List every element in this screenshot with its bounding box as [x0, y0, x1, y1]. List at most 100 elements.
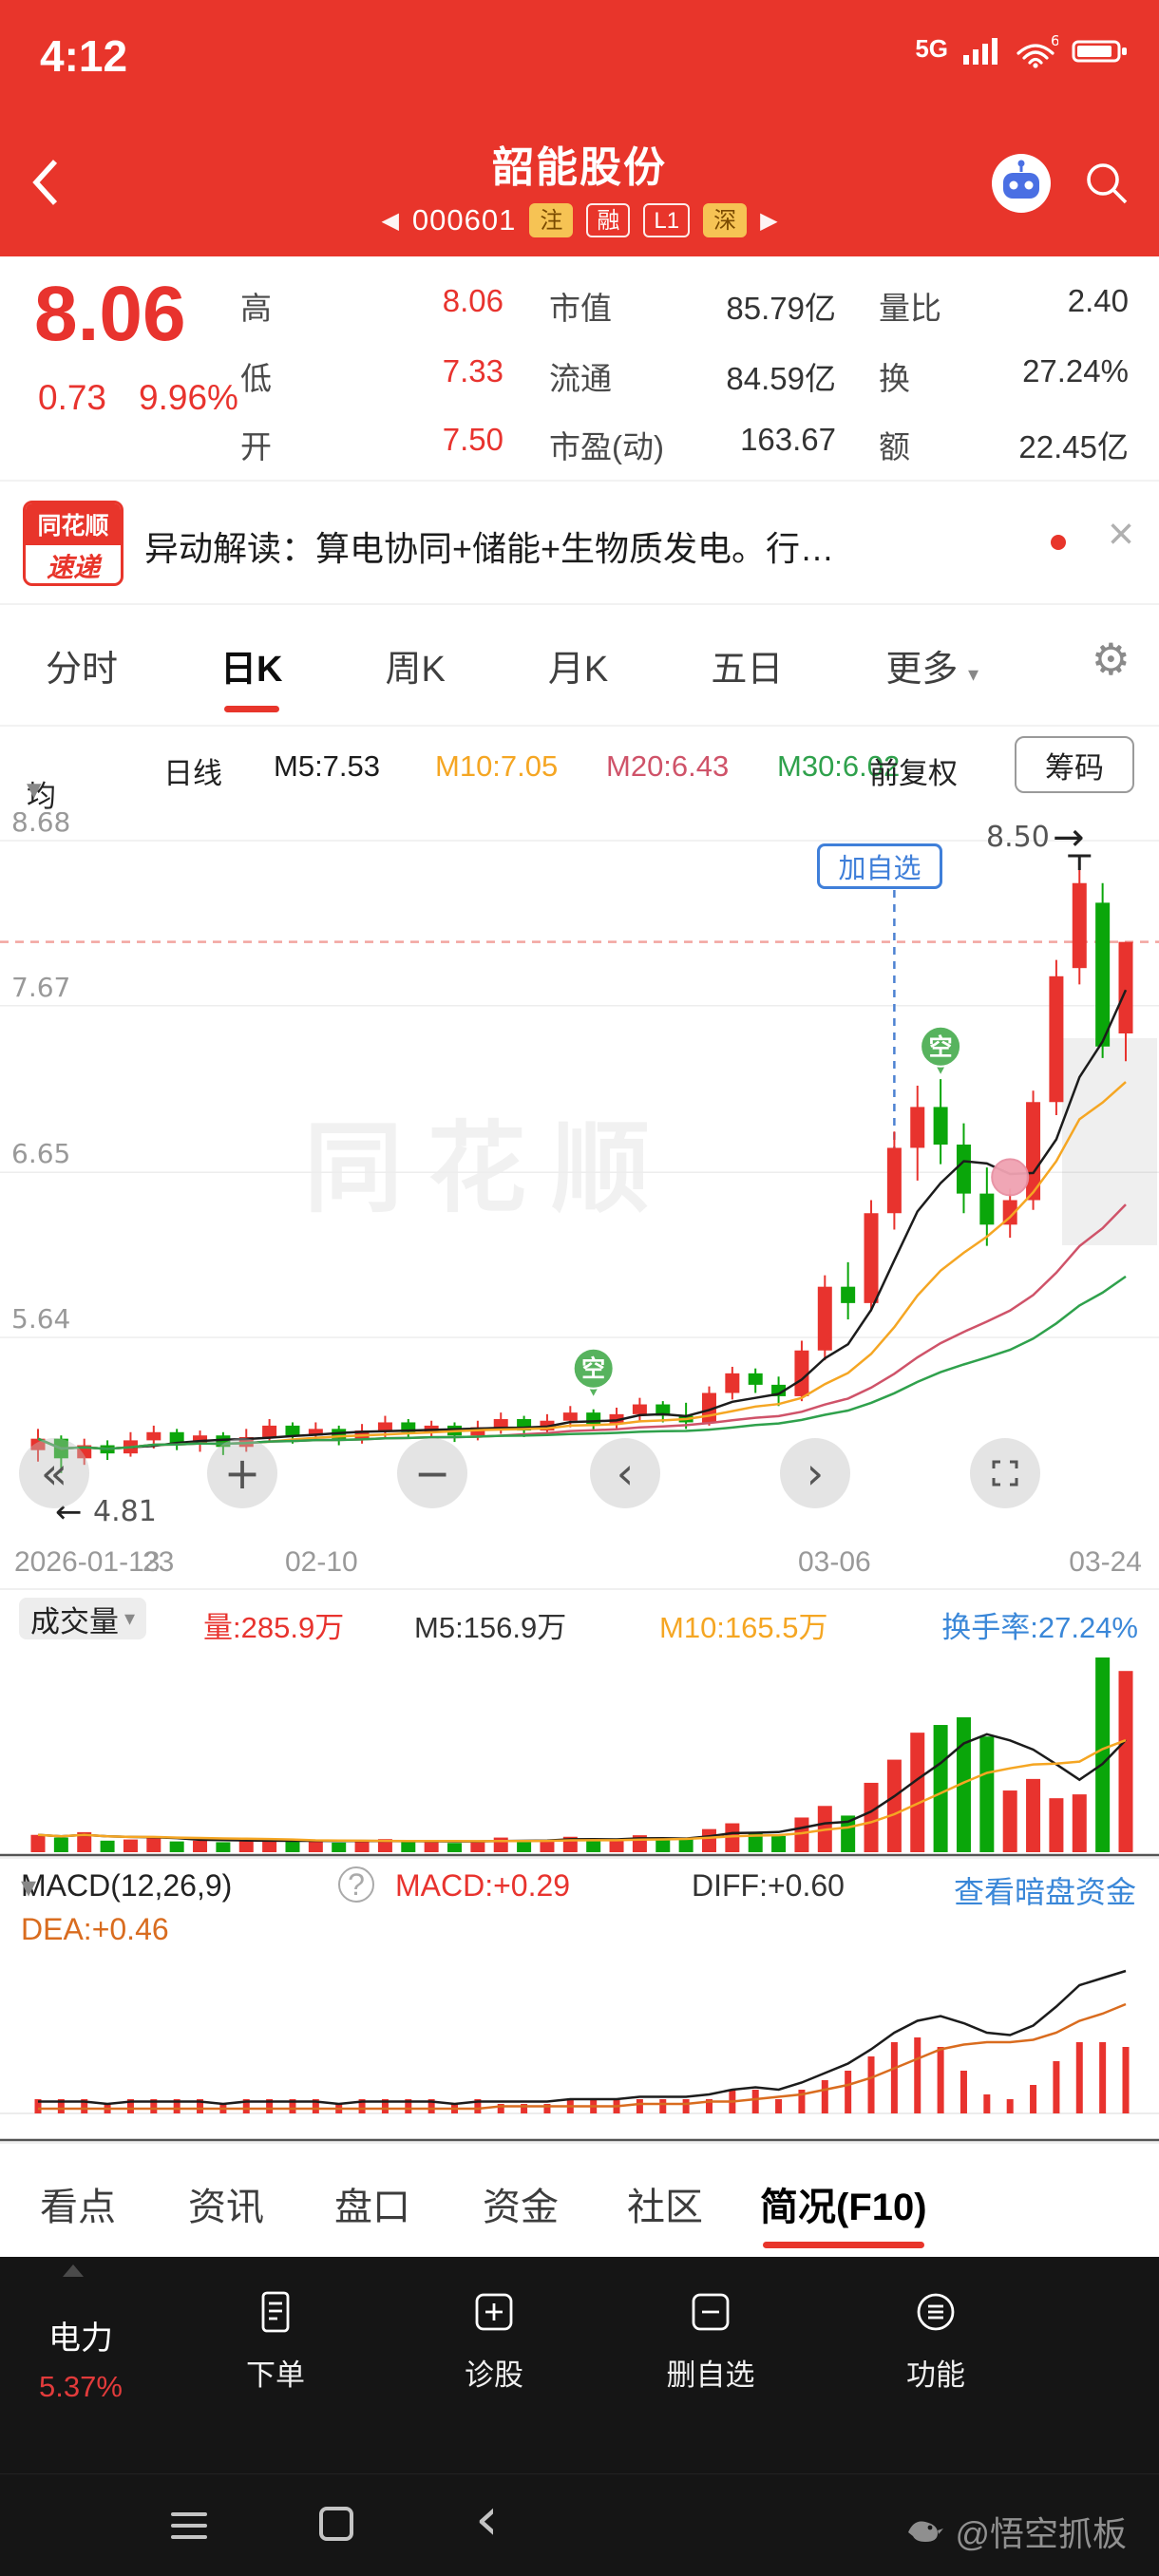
stat-mktcap-value: 85.79亿: [726, 291, 836, 326]
volume-ma10: M10:165.5万: [659, 1611, 828, 1644]
fullscreen-button[interactable]: [970, 1438, 1040, 1508]
change-percent: 9.96%: [139, 378, 238, 417]
x-tick: 2026-01-13: [14, 1546, 161, 1578]
tab-f10-overview[interactable]: 简况(F10): [760, 2176, 927, 2231]
tab-five-day[interactable]: 五日: [711, 649, 784, 690]
battery-icon: [1072, 34, 1130, 73]
stock-code-row: ◀ 000601 注 融 L1 深 ▶: [0, 203, 1159, 237]
tab-shequ[interactable]: 社区: [627, 2187, 703, 2228]
wifi-icon: 6: [1015, 32, 1060, 73]
watermark-text: @悟空抓板: [955, 2514, 1127, 2553]
remove-watchlist-icon: [688, 2293, 733, 2339]
stat-mktcap-label: 市值: [549, 291, 612, 326]
svg-text:6: 6: [1051, 34, 1058, 49]
svg-text:6.65: 6.65: [11, 1138, 70, 1169]
place-order-button[interactable]: 下单: [217, 2289, 334, 2394]
diagnose-icon: [471, 2293, 517, 2339]
tab-daily-k[interactable]: 日K: [220, 639, 282, 691]
android-nav-bar: ‹ @悟空抓板: [0, 2473, 1159, 2576]
tab-monthly-k[interactable]: 月K: [547, 649, 609, 690]
tab-weekly-k[interactable]: 周K: [385, 649, 446, 690]
order-icon: [253, 2291, 298, 2339]
unread-dot-icon: [1051, 535, 1066, 550]
chart-rewind-button[interactable]: «: [19, 1438, 89, 1508]
sector-shortcut[interactable]: 电力 5.37%: [10, 2257, 152, 2404]
kline-chart[interactable]: 同花顺 8.68 7.67 6.65 5.64 8.50 → ← 4.81 空空 加自选 « +…: [0, 812, 1159, 1539]
svg-text:←: ←: [55, 1493, 83, 1531]
tab-pankou[interactable]: 盘口: [334, 2187, 410, 2228]
tab-zixun[interactable]: 资讯: [188, 2187, 264, 2228]
recents-icon[interactable]: [171, 2512, 207, 2539]
ma10-value: M10:7.05: [435, 749, 559, 783]
volume-svg[interactable]: [0, 1645, 1159, 1859]
functions-icon: [913, 2293, 959, 2339]
line-type-label: 日线: [163, 757, 222, 790]
back-chevron-icon: [32, 160, 58, 205]
news-ticker[interactable]: 同花顺 速递 异动解读：算电协同+储能+生物质发电。行… ×: [0, 480, 1159, 605]
volume-pane: 成交量 ▾ 量:285.9万 M5:156.9万 M10:165.5万 换手率:2…: [0, 1588, 1159, 1857]
diagnose-stock-button[interactable]: 诊股: [435, 2289, 553, 2394]
android-back-icon[interactable]: ‹: [475, 2484, 499, 2553]
search-icon[interactable]: [1081, 158, 1132, 214]
status-icons: 5G 6: [915, 32, 1130, 73]
news-headline[interactable]: 异动解读：算电协同+储能+生物质发电。行…: [144, 529, 835, 568]
x-tick: 23: [142, 1546, 175, 1578]
macd-value: MACD:+0.29: [395, 1868, 571, 1903]
macd-pane: MACD(12,26,9) ▾ ? MACD:+0.29 DIFF:+0.60 …: [0, 1857, 1159, 2142]
remove-watchlist-button[interactable]: 删自选: [652, 2289, 770, 2394]
chip-distribution-button[interactable]: 筹码: [1015, 736, 1134, 793]
badge-shen: 深: [703, 203, 748, 237]
weibo-bird-icon: [908, 2521, 944, 2542]
svg-text:8.68: 8.68: [11, 812, 70, 838]
home-icon[interactable]: [319, 2507, 353, 2541]
dark-pool-link[interactable]: 查看暗盘资金: [953, 1875, 1136, 1909]
fullscreen-icon: [992, 1460, 1018, 1487]
network-type-label: 5G: [915, 34, 948, 63]
tab-fenshi[interactable]: 分时: [46, 649, 119, 690]
bottom-toolbar: 电力 5.37% 下单 诊股 删自选 功能 ‹ @悟空抓板: [0, 2257, 1159, 2576]
ai-assistant-icon[interactable]: [990, 152, 1053, 219]
svg-text:7.67: 7.67: [11, 972, 70, 1003]
tab-more[interactable]: 更多 ▾: [885, 649, 978, 690]
svg-text:8.50: 8.50: [986, 821, 1050, 854]
next-stock-icon[interactable]: ▶: [760, 207, 778, 234]
stat-open-value: 7.50: [442, 422, 504, 457]
price-change: 0.73 9.96%: [38, 378, 238, 418]
tab-kandian[interactable]: 看点: [40, 2187, 116, 2228]
add-watchlist-button[interactable]: 加自选: [817, 843, 942, 889]
indicator-bar: 均线 ▾ 日线 M5:7.53 M10:7.05 M20:6.43 M30:6.…: [0, 727, 1159, 856]
stat-high-label: 高: [240, 291, 272, 326]
stat-turnover-value: 27.24%: [1022, 353, 1129, 388]
functions-button[interactable]: 功能: [877, 2289, 995, 2394]
diff-value: DIFF:+0.60: [692, 1868, 845, 1903]
adjust-mode-label[interactable]: 前复权: [869, 757, 958, 790]
help-icon[interactable]: ?: [338, 1866, 374, 1903]
pan-left-button[interactable]: ‹: [590, 1438, 660, 1508]
turnover-rate: 换手率:27.24%: [941, 1611, 1138, 1644]
sector-name: 电力: [48, 2320, 113, 2357]
x-tick: 03-06: [798, 1546, 871, 1578]
kline-settings-icon[interactable]: ⚙: [1091, 634, 1130, 685]
expand-handle-icon[interactable]: [63, 2264, 84, 2277]
stat-volratio-value: 2.40: [1067, 283, 1129, 318]
stat-high-value: 8.06: [442, 283, 504, 318]
macd-svg[interactable]: [0, 1954, 1159, 2144]
volume-indicator-dropdown[interactable]: 成交量 ▾: [19, 1598, 147, 1639]
pan-right-button[interactable]: ›: [780, 1438, 850, 1508]
prev-stock-icon[interactable]: ◀: [381, 207, 399, 234]
tab-zijin[interactable]: 资金: [483, 2187, 559, 2228]
back-button[interactable]: [28, 156, 61, 214]
app-header: 韶能股份 ◀ 000601 注 融 L1 深 ▶: [0, 112, 1159, 256]
stat-pe-value: 163.67: [740, 422, 836, 457]
period-tab-bar: 分时 日K 周K 月K 五日 更多 ▾ ⚙: [0, 605, 1159, 727]
zoom-in-button[interactable]: +: [207, 1438, 277, 1508]
change-amount: 0.73: [38, 378, 107, 417]
chevron-down-icon: ▾: [967, 662, 978, 687]
zoom-out-button[interactable]: −: [397, 1438, 467, 1508]
chevron-down-icon: ▾: [124, 1606, 136, 1631]
close-icon[interactable]: ×: [1107, 509, 1134, 559]
clock: 4:12: [40, 31, 128, 81]
dea-value: DEA:+0.46: [21, 1912, 169, 1946]
volume-ma5: M5:156.9万: [414, 1611, 567, 1644]
